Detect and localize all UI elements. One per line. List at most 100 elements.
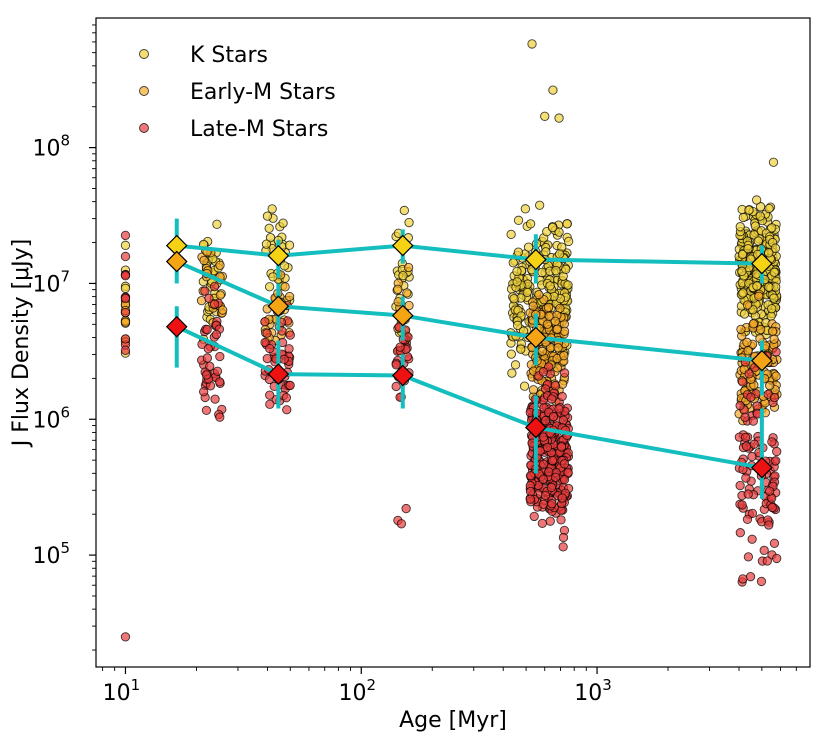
- data-point-late_m_stars: [540, 415, 551, 426]
- median-diamond: [391, 304, 414, 327]
- median-diamond: [751, 349, 773, 372]
- data-point-k_stars: [769, 267, 779, 277]
- data-point-early_m_stars: [742, 300, 753, 310]
- data-point-early_m_stars: [217, 305, 228, 315]
- data-point-late_m_stars: [285, 330, 295, 340]
- median-diamond: [165, 315, 188, 338]
- data-point-early_m_stars: [553, 343, 563, 353]
- data-point-early_m_stars: [742, 337, 752, 347]
- data-point-k_stars: [752, 195, 762, 205]
- data-point-k_stars: [519, 381, 530, 391]
- data-point-k_stars: [284, 240, 295, 250]
- data-point-early_m_stars: [280, 282, 290, 292]
- data-point-k_stars: [540, 111, 550, 121]
- data-point-late_m_stars: [265, 390, 275, 400]
- data-point-late_m_stars: [120, 307, 131, 318]
- y-tick-exponent: 5: [60, 539, 70, 557]
- data-point-late_m_stars: [550, 472, 561, 483]
- data-point-late_m_stars: [769, 392, 780, 403]
- data-point-late_m_stars: [202, 353, 212, 363]
- data-point-late_m_stars: [199, 387, 209, 397]
- y-tick-exponent: 6: [60, 403, 70, 421]
- data-point-late_m_stars: [210, 394, 220, 404]
- data-point-late_m_stars: [557, 391, 567, 402]
- data-point-k_stars: [755, 202, 766, 212]
- data-point-early_m_stars: [403, 262, 414, 273]
- data-point-late_m_stars: [545, 516, 555, 526]
- data-point-k_stars: [120, 240, 131, 250]
- y-tick-label: 106: [32, 403, 70, 433]
- data-point-late_m_stars: [747, 508, 758, 519]
- median-diamond: [751, 252, 773, 275]
- data-point-late_m_stars: [772, 446, 782, 457]
- data-point-early_m_stars: [769, 334, 779, 344]
- data-point-k_stars: [507, 368, 517, 378]
- x-tick-label: 101: [103, 676, 141, 706]
- data-point-early_m_stars: [755, 324, 766, 335]
- plot-frame: [95, 17, 811, 668]
- data-point-late_m_stars: [772, 553, 782, 564]
- data-point-late_m_stars: [281, 393, 292, 403]
- y-tick-label: 108: [32, 132, 70, 162]
- median-diamond: [267, 244, 290, 267]
- data-point-late_m_stars: [741, 473, 751, 483]
- data-point-k_stars: [547, 222, 558, 233]
- data-point-k_stars: [735, 222, 745, 232]
- data-point-late_m_stars: [120, 293, 131, 304]
- data-point-early_m_stars: [120, 317, 131, 327]
- median-diamond: [524, 326, 547, 349]
- data-point-early_m_stars: [743, 346, 753, 356]
- data-point-late_m_stars: [120, 345, 131, 355]
- data-point-k_stars: [554, 249, 565, 259]
- data-point-late_m_stars: [769, 538, 780, 548]
- data-point-k_stars: [512, 266, 522, 277]
- data-point-late_m_stars: [538, 499, 549, 509]
- axis-ticks: 101 102 103 105 106 107 108: [32, 24, 797, 706]
- data-point-late_m_stars: [748, 416, 758, 426]
- data-point-late_m_stars: [544, 467, 554, 477]
- data-point-k_stars: [506, 349, 516, 359]
- data-point-late_m_stars: [538, 474, 548, 484]
- data-point-early_m_stars: [748, 319, 758, 329]
- data-point-k_stars: [404, 217, 414, 228]
- data-point-late_m_stars: [735, 400, 745, 411]
- data-point-late_m_stars: [120, 251, 131, 262]
- data-point-late_m_stars: [542, 442, 553, 453]
- data-point-k_stars: [513, 215, 524, 225]
- data-point-late_m_stars: [204, 293, 214, 303]
- data-point-k_stars: [738, 212, 748, 223]
- data-point-early_m_stars: [537, 346, 547, 356]
- data-point-late_m_stars: [737, 377, 748, 387]
- x-tick-label: 102: [338, 676, 376, 706]
- median-diamond: [267, 363, 290, 385]
- data-point-k_stars: [739, 309, 750, 319]
- data-point-late_m_stars: [120, 271, 131, 281]
- data-point-early_m_stars: [404, 300, 414, 311]
- data-point-early_m_stars: [767, 326, 778, 336]
- data-point-late_m_stars: [546, 482, 557, 493]
- data-point-early_m_stars: [771, 371, 781, 381]
- data-point-k_stars: [278, 218, 288, 228]
- data-point-k_stars: [752, 281, 762, 291]
- data-point-late_m_stars: [547, 455, 558, 466]
- data-point-k_stars: [535, 200, 545, 210]
- data-point-k_stars: [743, 244, 753, 254]
- data-point-late_m_stars: [202, 325, 212, 335]
- data-point-late_m_stars: [282, 405, 292, 415]
- data-point-early_m_stars: [552, 324, 562, 334]
- data-point-k_stars: [548, 85, 558, 95]
- data-point-k_stars: [267, 204, 277, 214]
- data-point-late_m_stars: [262, 328, 272, 338]
- data-point-k_stars: [764, 282, 774, 292]
- data-point-k_stars: [769, 293, 779, 303]
- data-point-k_stars: [562, 219, 572, 229]
- data-point-early_m_stars: [542, 319, 553, 329]
- data-point-late_m_stars: [735, 528, 745, 538]
- data-point-late_m_stars: [279, 354, 289, 364]
- data-point-k_stars: [525, 219, 536, 229]
- data-point-late_m_stars: [209, 299, 220, 309]
- data-point-k_stars: [737, 249, 748, 260]
- data-point-late_m_stars: [558, 532, 569, 543]
- data-point-late_m_stars: [391, 381, 401, 392]
